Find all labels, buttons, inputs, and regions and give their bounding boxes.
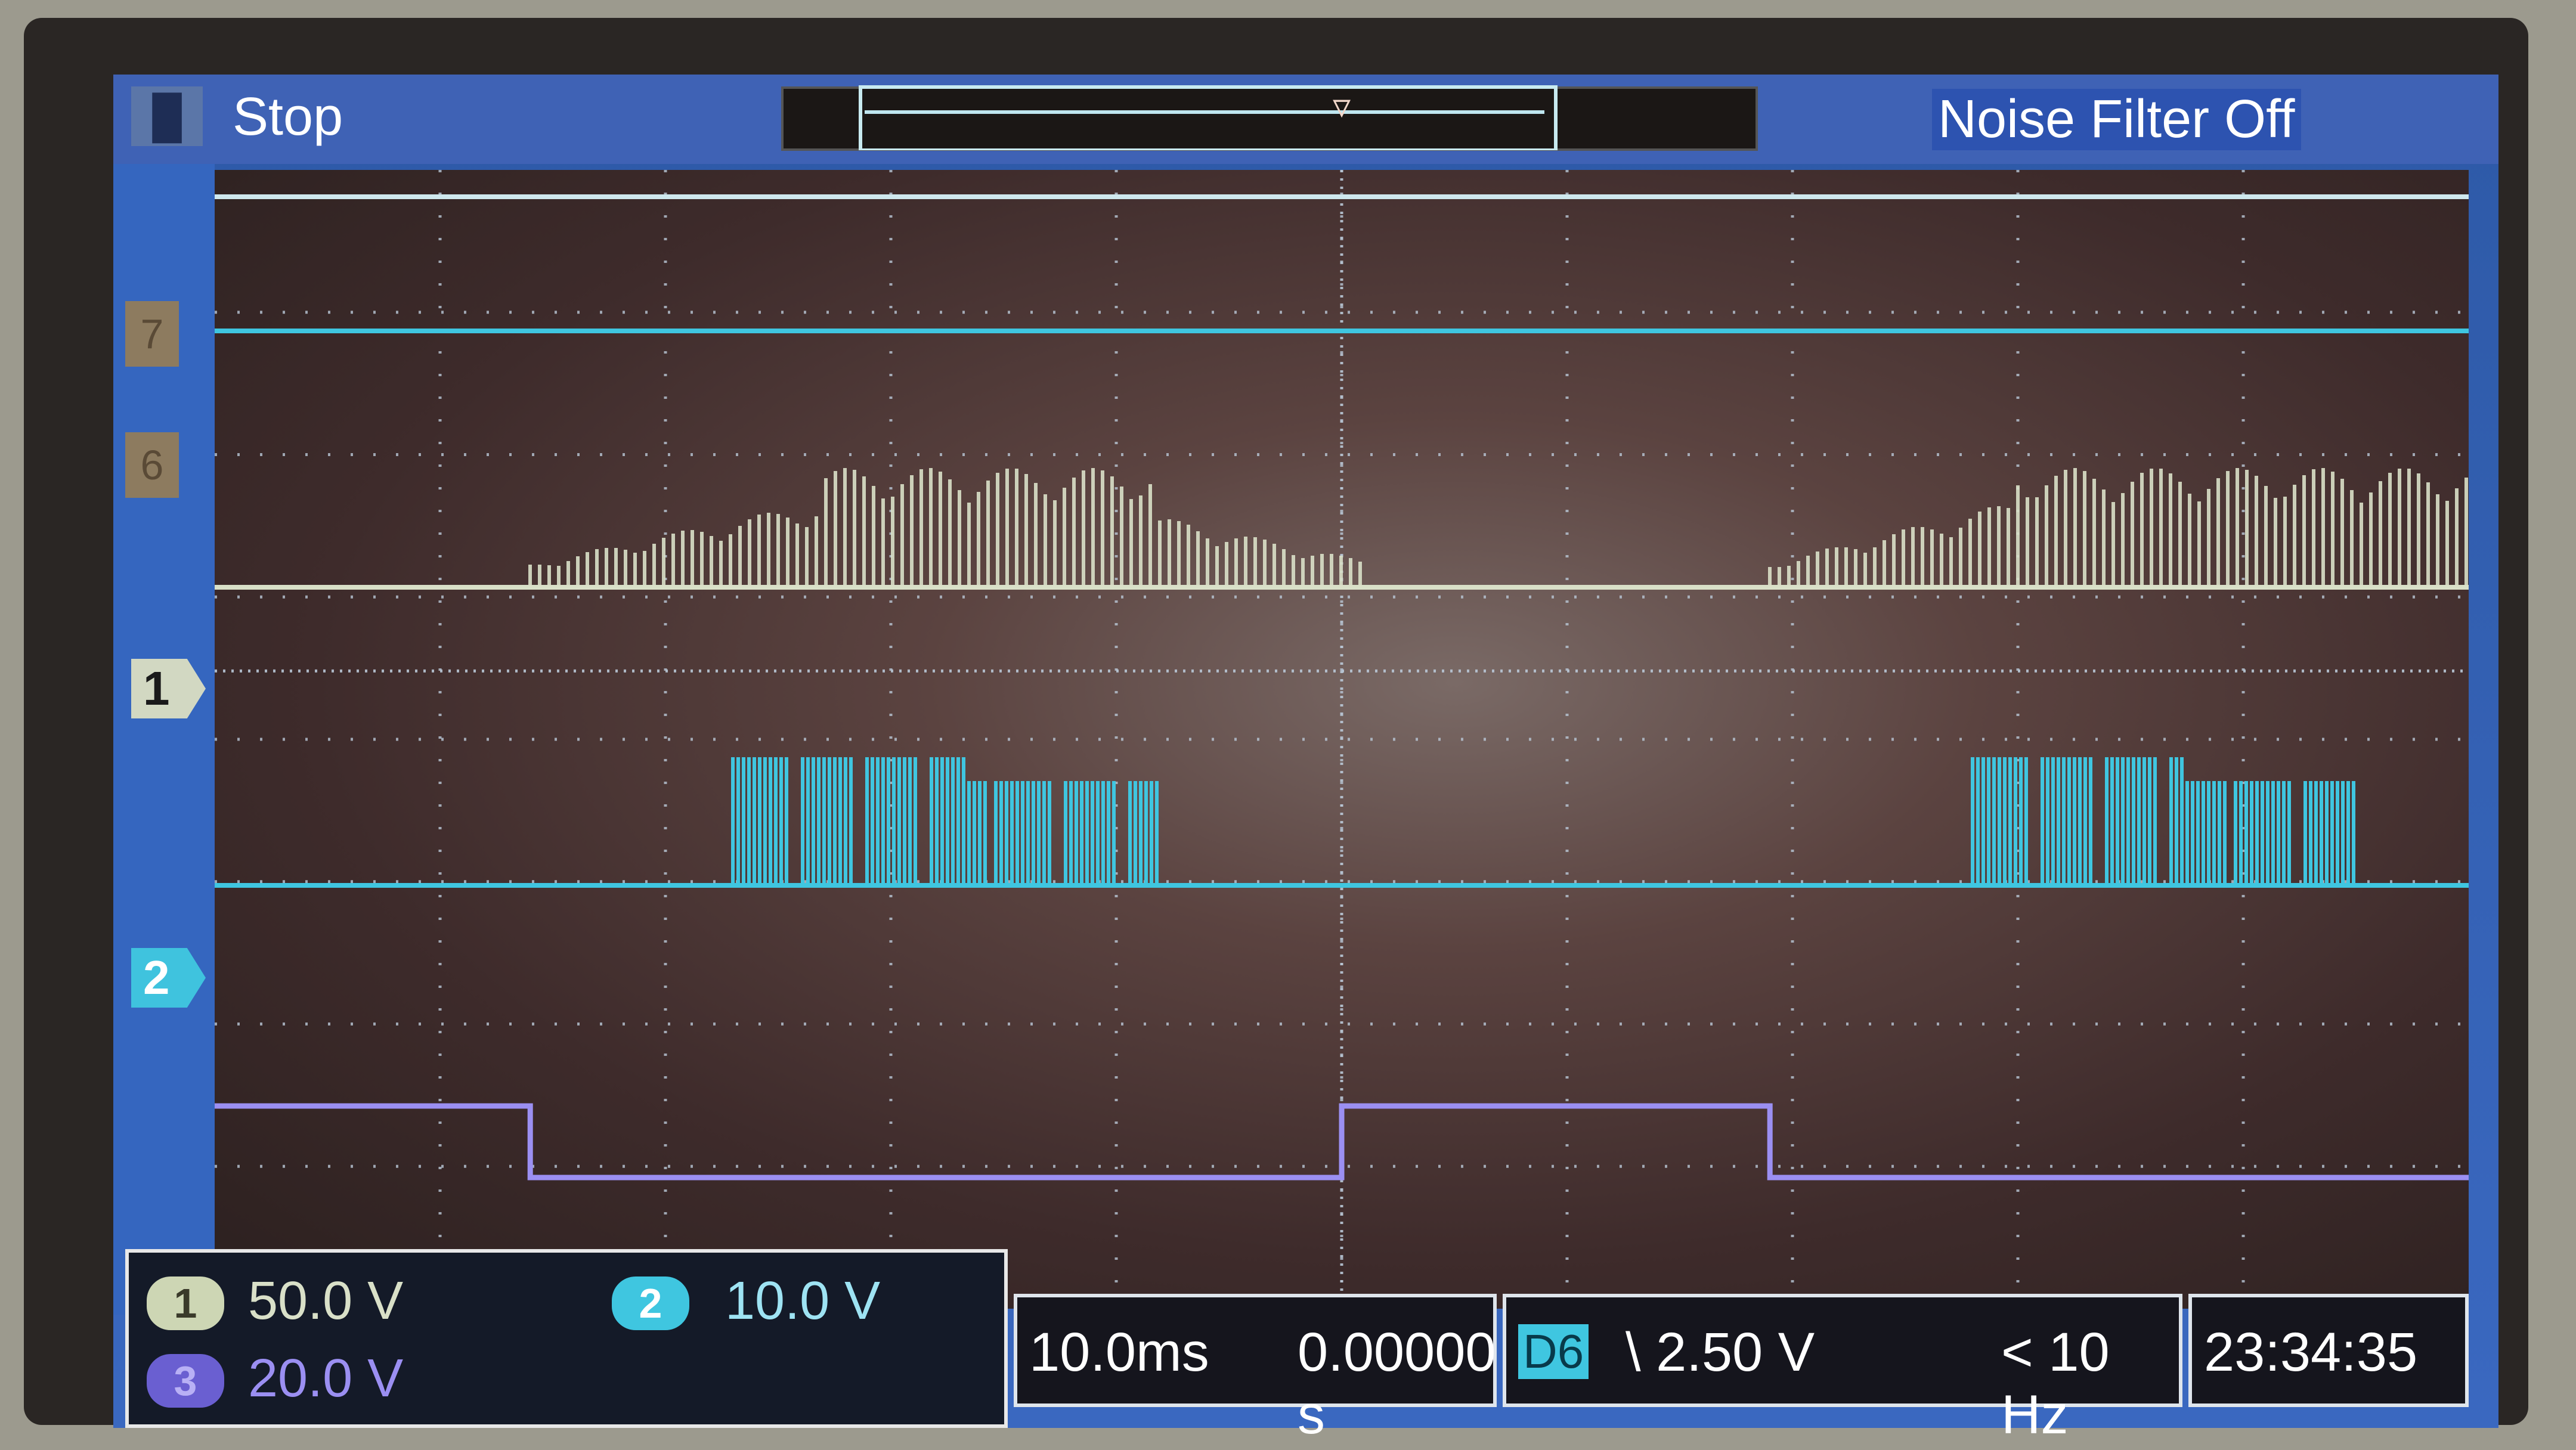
memory-trace [865,110,1544,114]
scope-screen: █ Stop ▿ Noise Filter Off 7 6 1 2 3 1 50… [113,75,2498,1445]
noise-filter-status[interactable]: Noise Filter Off [1932,89,2301,150]
channel-marker-strip: 7 6 1 2 3 [113,164,215,1315]
waveform-svg [215,170,2469,1309]
timebase-panel[interactable]: 10.0ms 0.00000 s [1014,1294,1497,1445]
ch2-scale: 10.0 V [725,1271,881,1331]
digital-marker-7: 7 [125,301,179,367]
status-bar: █ Stop ▿ Noise Filter Off [113,75,2498,164]
channel-scale-panel: 1 50.0 V 2 10.0 V 3 20.0 V [125,1249,1008,1428]
ch3-scale: 20.0 V [248,1349,404,1408]
run-state: Stop [233,87,343,147]
ch1-badge[interactable]: 1 [147,1277,224,1330]
waveform-plot [215,170,2469,1309]
scope-bezel: █ Stop ▿ Noise Filter Off 7 6 1 2 3 1 50… [24,18,2528,1445]
ch2-ground-marker[interactable]: 2 [131,948,206,1008]
digital-marker-6: 6 [125,432,179,498]
memory-window [859,85,1558,150]
clock: 23:34:35 [2204,1322,2418,1383]
ch1-scale: 50.0 V [248,1271,404,1331]
ch1-burst [1768,468,2468,587]
clock-panel: 23:34:35 [2188,1294,2469,1407]
ch3-square-wave [215,1103,2469,1181]
trigger-position-icon: ▿ [1332,86,1351,126]
trigger-level: \ 2.50 V [1626,1322,1815,1383]
ch1-ground-marker[interactable]: 1 [131,659,206,718]
trigger-frequency: < 10 Hz [2001,1322,2110,1445]
ch2-burst [1971,757,2355,885]
acquisition-icon: █ [131,86,203,146]
time-position: 0.00000 s [1298,1322,1496,1445]
trigger-panel[interactable]: D6 \ 2.50 V < 10 Hz [1503,1294,2182,1445]
time-per-div: 10.0ms [1029,1322,1209,1383]
ch3-badge[interactable]: 3 [147,1354,224,1408]
ch2-badge[interactable]: 2 [612,1277,689,1330]
ch2-burst [731,757,1159,885]
ch1-burst [528,468,1362,587]
trigger-source: D6 [1518,1324,1589,1379]
